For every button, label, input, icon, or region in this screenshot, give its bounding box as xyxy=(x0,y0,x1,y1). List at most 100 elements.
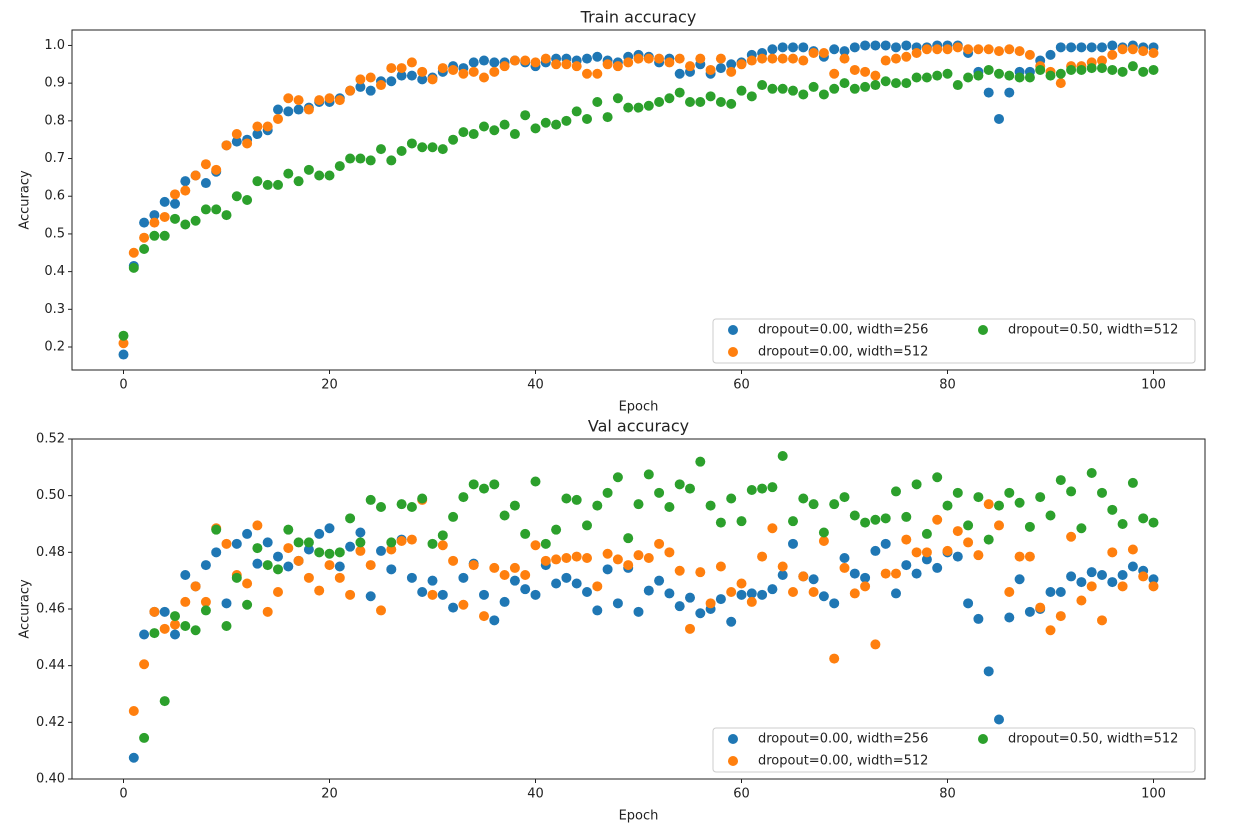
point xyxy=(1086,42,1097,53)
point xyxy=(736,85,747,96)
point xyxy=(973,613,984,624)
point xyxy=(901,511,912,522)
point xyxy=(952,487,963,498)
point xyxy=(190,170,201,181)
point xyxy=(860,517,871,528)
point xyxy=(128,752,139,763)
point xyxy=(736,578,747,589)
point xyxy=(643,585,654,596)
point xyxy=(365,494,376,505)
point xyxy=(1107,49,1118,60)
point xyxy=(757,483,768,494)
point xyxy=(159,623,170,634)
point xyxy=(221,210,232,221)
point xyxy=(592,581,603,592)
point xyxy=(736,59,747,70)
point xyxy=(252,121,263,132)
point xyxy=(1055,475,1066,486)
point xyxy=(1107,64,1118,75)
point xyxy=(818,591,829,602)
y-tick-label: 0.7 xyxy=(44,151,65,166)
point xyxy=(170,611,180,622)
y-tick-label: 0.42 xyxy=(36,715,65,730)
point xyxy=(788,53,798,64)
point xyxy=(592,500,603,511)
point xyxy=(386,76,397,87)
point xyxy=(818,89,829,100)
point xyxy=(994,500,1004,511)
point xyxy=(437,540,448,551)
point xyxy=(345,589,356,600)
point xyxy=(777,53,788,64)
point xyxy=(849,83,860,94)
point xyxy=(509,500,520,511)
point xyxy=(788,42,798,53)
point xyxy=(180,185,191,196)
point xyxy=(901,560,912,571)
y-axis-label: Accuracy xyxy=(18,170,33,230)
point xyxy=(1045,587,1056,597)
point xyxy=(963,598,974,609)
point xyxy=(448,64,459,75)
point xyxy=(345,85,356,96)
point xyxy=(726,98,737,109)
x-axis-label: Epoch xyxy=(619,400,659,415)
point xyxy=(1148,574,1159,585)
point xyxy=(1045,70,1056,81)
point xyxy=(1076,42,1087,53)
point xyxy=(1066,42,1077,53)
point xyxy=(180,621,191,631)
point xyxy=(499,596,510,607)
point xyxy=(540,555,551,566)
point xyxy=(633,102,644,113)
point xyxy=(231,136,242,147)
point xyxy=(448,511,459,522)
point xyxy=(891,42,901,53)
point xyxy=(396,499,407,510)
point xyxy=(200,596,211,607)
point xyxy=(643,100,654,111)
x-tick-label: 40 xyxy=(527,378,544,393)
point xyxy=(860,572,871,583)
point xyxy=(1148,517,1159,528)
point xyxy=(818,527,829,538)
point xyxy=(427,575,438,586)
point xyxy=(252,129,263,140)
point xyxy=(386,544,397,555)
point xyxy=(654,575,665,586)
point xyxy=(623,102,634,113)
point xyxy=(818,536,829,546)
point xyxy=(355,537,366,548)
point xyxy=(221,598,232,609)
point xyxy=(715,517,726,528)
point xyxy=(1035,602,1046,613)
point xyxy=(479,589,489,600)
point xyxy=(273,113,283,124)
point xyxy=(891,588,901,599)
point xyxy=(293,95,304,106)
point xyxy=(695,96,706,107)
point xyxy=(1004,44,1015,55)
legend-label: dropout=0.00, width=512 xyxy=(758,754,928,769)
point xyxy=(1097,42,1107,53)
x-tick-label: 100 xyxy=(1141,787,1166,802)
point xyxy=(1066,64,1077,75)
point xyxy=(128,247,139,258)
point xyxy=(674,87,685,98)
point xyxy=(489,125,500,136)
point xyxy=(654,53,665,64)
point xyxy=(952,526,963,537)
point xyxy=(963,537,974,548)
point xyxy=(664,588,675,599)
point xyxy=(396,145,407,156)
point xyxy=(1127,477,1138,488)
point xyxy=(468,129,479,140)
point xyxy=(170,629,180,640)
point xyxy=(324,523,335,534)
point xyxy=(1148,581,1159,592)
point xyxy=(170,189,180,200)
point xyxy=(623,57,634,68)
point xyxy=(911,47,922,58)
point xyxy=(365,155,376,166)
point xyxy=(870,40,881,51)
